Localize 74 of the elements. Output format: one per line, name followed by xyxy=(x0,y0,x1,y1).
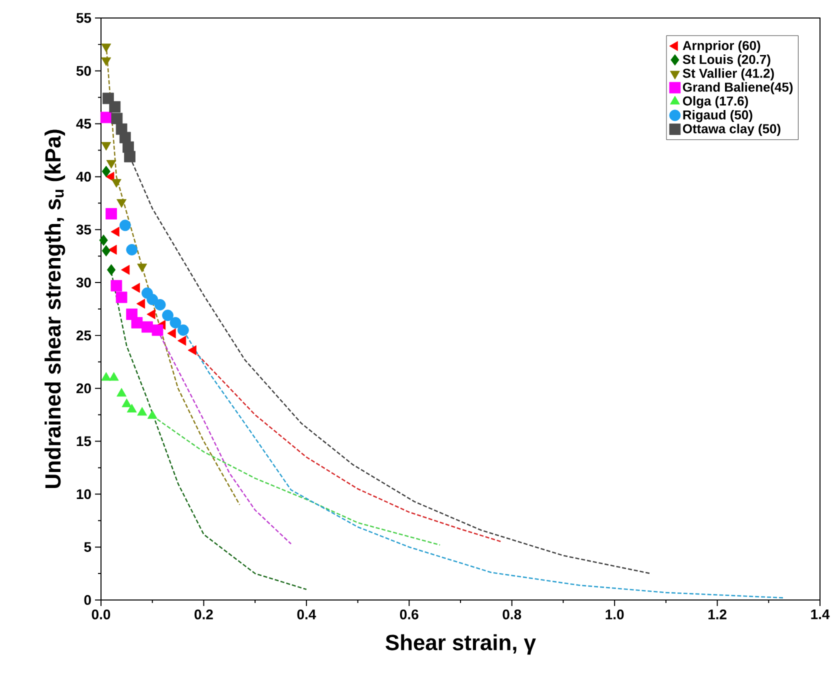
y-tick-label: 55 xyxy=(76,13,92,23)
y-tick-label: 35 xyxy=(76,224,92,235)
point xyxy=(170,317,182,328)
point xyxy=(124,150,136,162)
point xyxy=(154,299,166,310)
point xyxy=(116,199,126,208)
y-tick-label: 15 xyxy=(76,436,92,446)
legend-label: Olga (17.6) xyxy=(682,96,748,108)
point xyxy=(106,208,117,220)
y-tick-label: 0 xyxy=(84,595,91,605)
point xyxy=(131,282,140,293)
point xyxy=(152,324,164,336)
y-tick-label: 45 xyxy=(76,118,92,129)
point xyxy=(178,336,186,346)
legend-label: Grand Baliene(45) xyxy=(682,82,793,94)
point xyxy=(111,112,123,124)
legend-label: St Louis (20.7) xyxy=(682,54,770,67)
point xyxy=(106,264,116,276)
y-tick-label: 5 xyxy=(84,542,92,552)
legend-label: Ottawa clay (50) xyxy=(682,124,780,136)
point xyxy=(126,244,138,256)
x-tick-label: 1.0 xyxy=(606,609,624,620)
point xyxy=(131,317,143,328)
point xyxy=(102,245,110,256)
x-tick-label: 0.4 xyxy=(297,609,316,620)
legend-label: St Vallier (41.2) xyxy=(682,68,774,80)
x-tick-label: 1.2 xyxy=(708,609,726,620)
point xyxy=(119,220,131,232)
point xyxy=(178,324,189,336)
point xyxy=(162,310,174,322)
point xyxy=(101,57,112,66)
x-axis-title: Shear strain, γ xyxy=(386,634,536,655)
point xyxy=(111,179,122,188)
y-tick-label: 40 xyxy=(76,172,91,182)
point xyxy=(126,404,137,412)
point xyxy=(101,44,112,52)
y-axis-title: Undrained shear strength, s$_{u}$ (kPa) xyxy=(44,130,66,488)
point xyxy=(188,345,196,356)
y-tick-label: 20 xyxy=(76,383,91,394)
point xyxy=(116,292,128,304)
point xyxy=(110,226,120,237)
point xyxy=(101,372,112,381)
point xyxy=(142,321,153,333)
point xyxy=(136,298,146,309)
legend-label: Arnprior (60) xyxy=(682,40,760,53)
point xyxy=(110,280,122,292)
point xyxy=(122,398,132,408)
point xyxy=(106,160,116,169)
y-tick-label: 50 xyxy=(76,66,91,76)
x-tick-label: 1.4 xyxy=(811,610,830,620)
point xyxy=(108,244,117,255)
y-tick-label: 30 xyxy=(76,278,91,288)
y-tick-label: 10 xyxy=(76,489,91,500)
point xyxy=(101,142,112,151)
point xyxy=(119,132,131,144)
point xyxy=(146,294,158,306)
point xyxy=(167,328,176,338)
x-tick-label: 0.8 xyxy=(502,609,522,620)
point xyxy=(116,388,126,397)
point xyxy=(100,112,112,124)
point xyxy=(109,101,121,113)
x-tick-label: 0.2 xyxy=(194,609,213,620)
y-tick-label: 25 xyxy=(76,330,92,340)
point xyxy=(108,372,119,381)
point xyxy=(99,234,108,246)
x-tick-label: 0.0 xyxy=(92,609,110,620)
point xyxy=(102,166,110,178)
legend-label: Rigaud (50) xyxy=(683,110,752,122)
point xyxy=(146,309,156,320)
point xyxy=(137,407,148,416)
point xyxy=(147,410,158,419)
point xyxy=(137,264,148,272)
point xyxy=(121,264,130,275)
x-tick-label: 0.6 xyxy=(400,609,418,620)
